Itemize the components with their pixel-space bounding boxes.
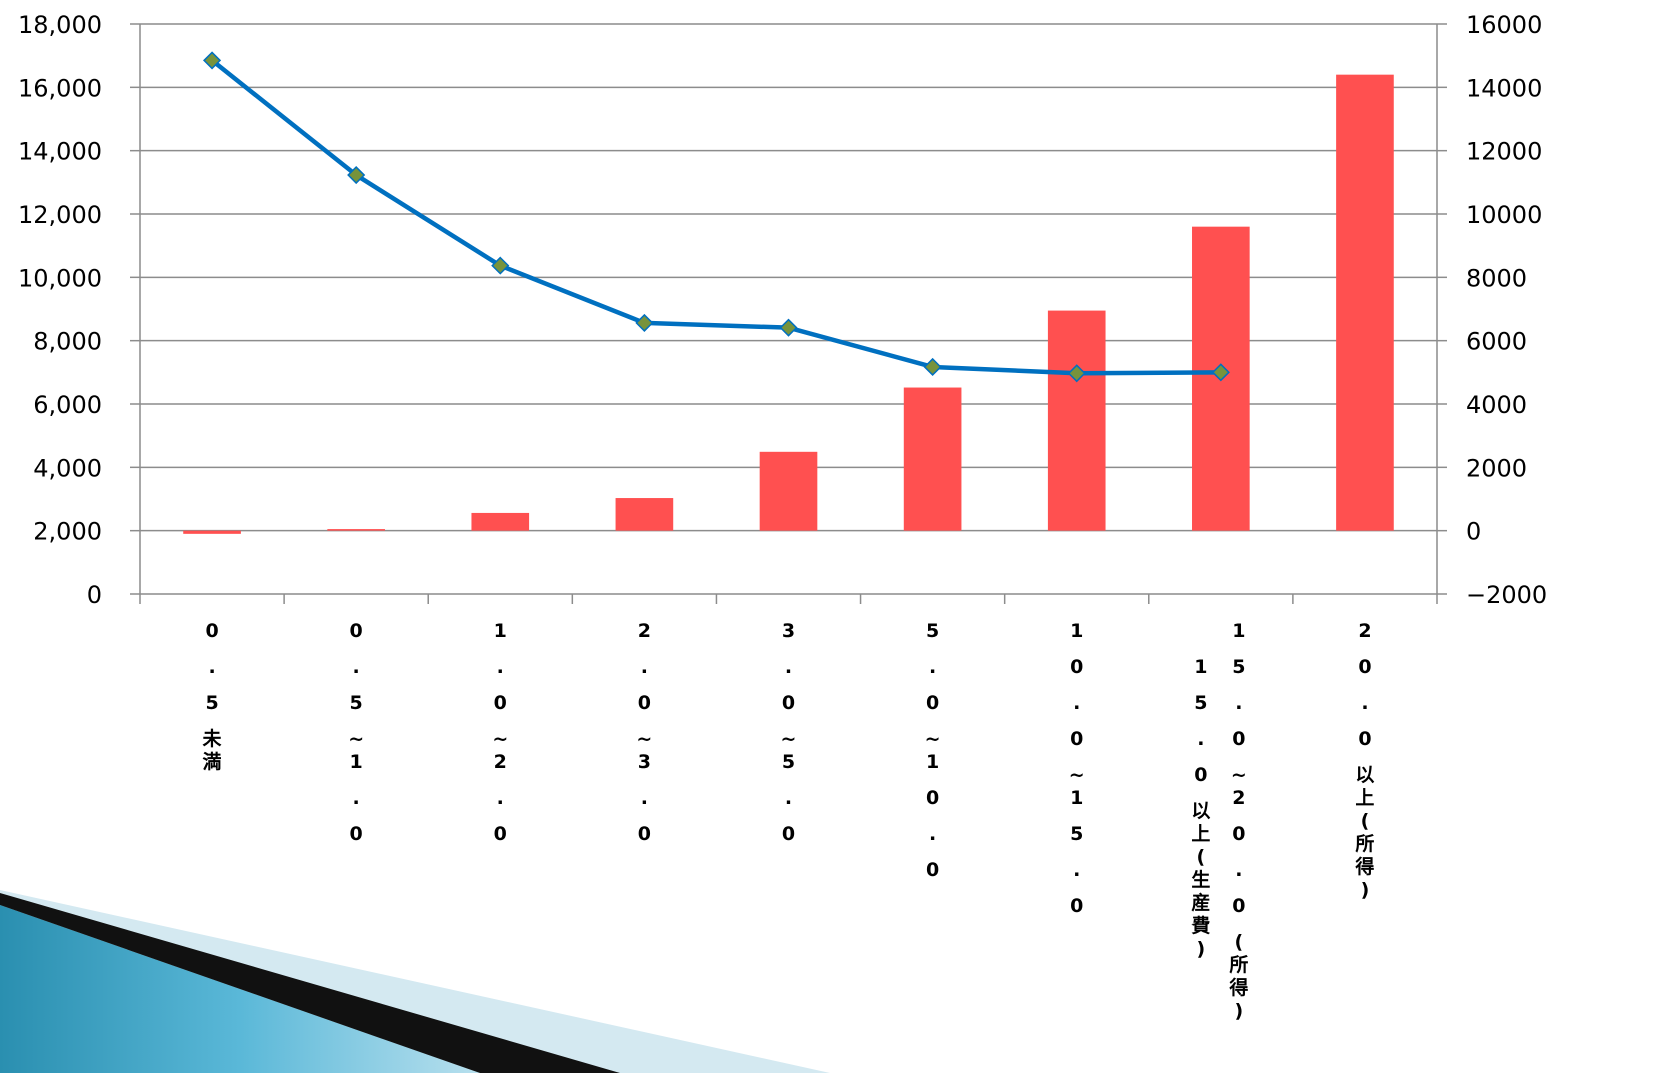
left-tick-label: 0 [87, 581, 102, 609]
slide-decoration [0, 890, 830, 1073]
bar [1047, 310, 1106, 531]
point-marker [635, 313, 654, 332]
left-tick-label: 2,000 [33, 518, 102, 546]
category-label: 0. 5 ~1. 0 [348, 620, 364, 845]
right-tick-label: 6000 [1466, 328, 1527, 356]
category-label: 0. 5 未満 [202, 620, 222, 773]
category-label: 2 0. 0 以上(所得) [1354, 620, 1374, 901]
point-marker [202, 51, 222, 70]
point-marker [491, 256, 510, 275]
category-label: 3. 0 ~5. 0 [781, 620, 797, 845]
left-tick-label: 12,000 [18, 201, 102, 229]
series-line [210, 58, 1221, 376]
category-label: 5. 0 ~1 0. 0 [925, 620, 941, 881]
category-label: 1 5. 0 以上(生産費) [1191, 656, 1210, 960]
point-marker [347, 165, 366, 185]
point-marker [779, 318, 798, 337]
right-axis-ticks: −2000 0 2000 4000 6000 8000 10000 12000 14000 160… [1466, 11, 1547, 609]
point-marker [1211, 363, 1230, 382]
left-axis-ticks: 0 2,000 4,000 6,000 8,000 10,000 12,000 14,000 1… [18, 11, 102, 609]
left-tick-label: 4,000 [33, 454, 102, 482]
category-label: 1. 0 ~2. 0 [492, 620, 508, 845]
point-marker [1067, 364, 1086, 383]
right-tick-label: 8000 [1466, 264, 1527, 292]
right-tick-label: 4000 [1466, 391, 1527, 419]
bar [903, 387, 962, 531]
left-tick-label: 14,000 [18, 138, 102, 166]
right-tick-label: 12000 [1466, 138, 1542, 166]
left-tick-label: 10,000 [18, 264, 102, 292]
right-tick-label: 16000 [1466, 11, 1542, 39]
left-tick-label: 8,000 [33, 328, 102, 356]
category-label: 2. 0 ~3. 0 [636, 620, 652, 845]
right-tick-label: −2000 [1466, 581, 1547, 609]
bar [759, 451, 818, 531]
left-tick-label: 16,000 [18, 74, 102, 102]
line-series [202, 51, 1230, 383]
category-labels: 0. 5 未満 0. 5 ~1. 0 1. 0 ~2. 0 2. 0 ~3. 0 3. 0 ~5. 0 5. 0 ~1 0.… [202, 620, 1375, 1022]
point-marker [923, 357, 942, 377]
right-tick-label: 0 [1466, 518, 1481, 546]
bar-series [183, 74, 1394, 534]
right-tick-label: 14000 [1466, 74, 1542, 102]
bar [327, 529, 385, 531]
axes [130, 23, 1447, 604]
bar [615, 498, 674, 531]
right-tick-label: 2000 [1466, 454, 1527, 482]
right-tick-label: 10000 [1466, 201, 1542, 229]
category-label: 1 5. 0 ~2 0. 0 (所得) [1228, 620, 1248, 1022]
bar [1336, 74, 1394, 531]
bar [183, 530, 241, 534]
category-label: 1 0. 0 ~1 5. 0 [1069, 620, 1085, 917]
left-tick-label: 18,000 [18, 11, 102, 39]
bar [471, 512, 530, 531]
left-tick-label: 6,000 [33, 391, 102, 419]
